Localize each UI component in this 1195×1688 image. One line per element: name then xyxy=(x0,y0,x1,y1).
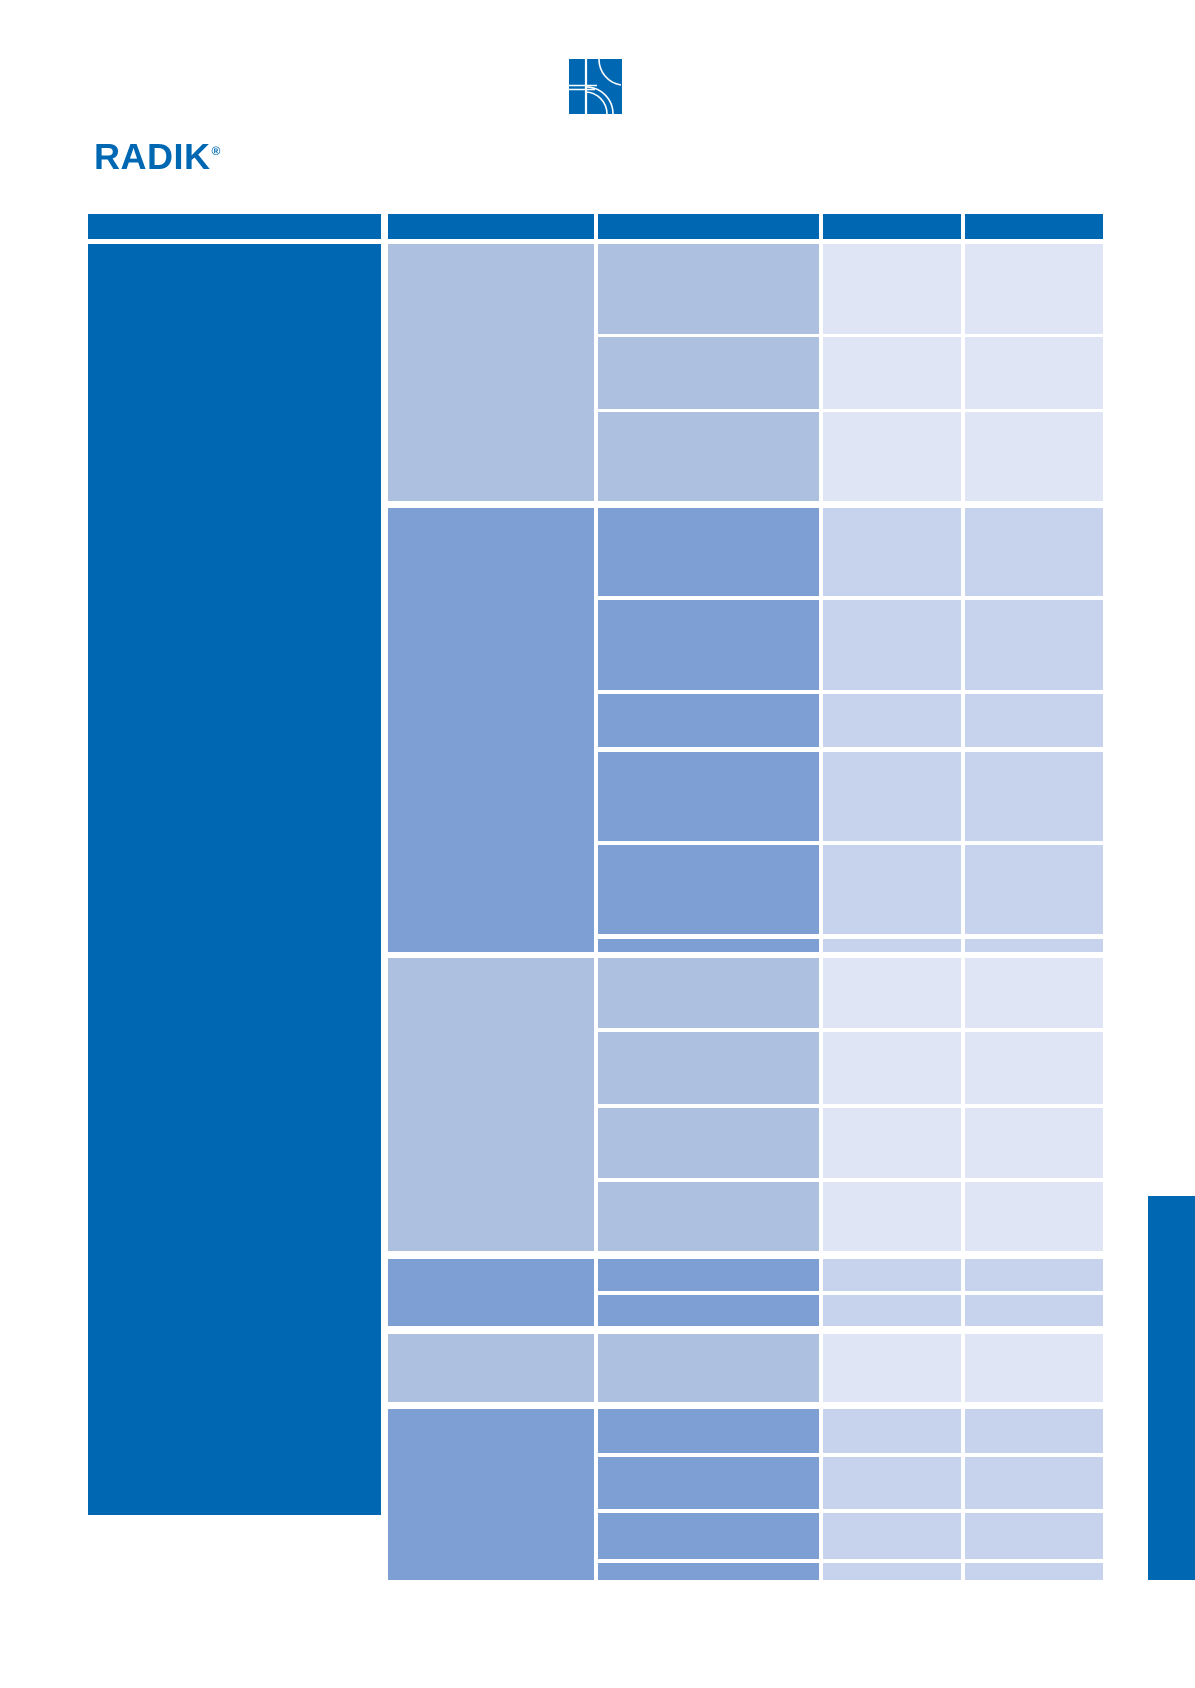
group-f-row3-col4 xyxy=(823,1513,961,1559)
group-c-row2-col3 xyxy=(598,1032,819,1104)
group-a-row3-col5 xyxy=(965,412,1103,501)
group-d-row2-col4 xyxy=(823,1295,961,1326)
group-e-row1-col3 xyxy=(598,1334,819,1402)
group-c-row3-col5 xyxy=(965,1108,1103,1178)
group-a-row2-col4 xyxy=(823,337,961,409)
radik-wordmark: RADIK® xyxy=(94,139,221,175)
group-f-row3-col5 xyxy=(965,1513,1103,1559)
group-b-row4-col4 xyxy=(823,752,961,841)
radik-wordmark-text: RADIK xyxy=(94,136,211,177)
group-a-col2 xyxy=(388,244,594,501)
group-d-row2-col3 xyxy=(598,1295,819,1326)
group-c-row3-col4 xyxy=(823,1108,961,1178)
group-b-row2-col5 xyxy=(965,600,1103,690)
group-b-col2 xyxy=(388,508,594,952)
registered-trademark-symbol: ® xyxy=(211,144,221,158)
group-f-row2-col3 xyxy=(598,1457,819,1509)
group-b-row4-col3 xyxy=(598,752,819,841)
group-b-row1-col5 xyxy=(965,508,1103,596)
group-c-row1-col3 xyxy=(598,958,819,1028)
group-f-row4-col4 xyxy=(823,1563,961,1580)
group-f-row1-col5 xyxy=(965,1409,1103,1453)
header-col1 xyxy=(88,214,381,239)
group-b-row2-col4 xyxy=(823,600,961,690)
group-e-row1-col4 xyxy=(823,1334,961,1402)
group-a-row2-col3 xyxy=(598,337,819,409)
group-c-col2 xyxy=(388,958,594,1251)
group-d-row1-col5 xyxy=(965,1259,1103,1291)
group-e-col2 xyxy=(388,1334,594,1402)
group-b-row3-col4 xyxy=(823,694,961,747)
group-c-row4-col3 xyxy=(598,1182,819,1251)
group-b-row2-col3 xyxy=(598,600,819,690)
group-b-row5-col5 xyxy=(965,845,1103,934)
group-b-row6-col5 xyxy=(965,939,1103,952)
group-d-row1-col4 xyxy=(823,1259,961,1291)
group-d-col2 xyxy=(388,1259,594,1326)
group-b-row5-col4 xyxy=(823,845,961,934)
group-b-row6-col3 xyxy=(598,939,819,952)
group-c-row1-col5 xyxy=(965,958,1103,1028)
group-f-row1-col3 xyxy=(598,1409,819,1453)
group-b-row1-col3 xyxy=(598,508,819,596)
group-c-row2-col5 xyxy=(965,1032,1103,1104)
header-col2 xyxy=(388,214,594,239)
group-b-row1-col4 xyxy=(823,508,961,596)
group-f-row4-col5 xyxy=(965,1563,1103,1580)
header-col3 xyxy=(598,214,819,239)
group-c-row1-col4 xyxy=(823,958,961,1028)
group-a-row1-col3 xyxy=(598,244,819,334)
group-f-row2-col4 xyxy=(823,1457,961,1509)
group-f-row3-col3 xyxy=(598,1513,819,1559)
group-b-row6-col4 xyxy=(823,939,961,952)
group-a-row2-col5 xyxy=(965,337,1103,409)
group-f-row1-col4 xyxy=(823,1409,961,1453)
group-f-col2 xyxy=(388,1409,594,1580)
group-a-row1-col4 xyxy=(823,244,961,334)
group-f-row2-col5 xyxy=(965,1457,1103,1509)
header-col5 xyxy=(965,214,1103,239)
korado-logo-icon xyxy=(569,58,622,115)
group-b-row5-col3 xyxy=(598,845,819,934)
group-e-row1-col5 xyxy=(965,1334,1103,1402)
group-d-row2-col5 xyxy=(965,1295,1103,1326)
group-a-row3-col4 xyxy=(823,412,961,501)
page-edge-tab xyxy=(1148,1196,1195,1580)
group-c-row3-col3 xyxy=(598,1108,819,1178)
group-b-row3-col5 xyxy=(965,694,1103,747)
group-b-row3-col3 xyxy=(598,694,819,747)
product-image-column xyxy=(88,244,381,1515)
group-c-row4-col5 xyxy=(965,1182,1103,1251)
group-f-row4-col3 xyxy=(598,1563,819,1580)
group-b-row4-col5 xyxy=(965,752,1103,841)
header-col4 xyxy=(823,214,961,239)
group-c-row2-col4 xyxy=(823,1032,961,1104)
group-d-row1-col3 xyxy=(598,1259,819,1291)
group-a-row1-col5 xyxy=(965,244,1103,334)
group-a-row3-col3 xyxy=(598,412,819,501)
group-c-row4-col4 xyxy=(823,1182,961,1251)
